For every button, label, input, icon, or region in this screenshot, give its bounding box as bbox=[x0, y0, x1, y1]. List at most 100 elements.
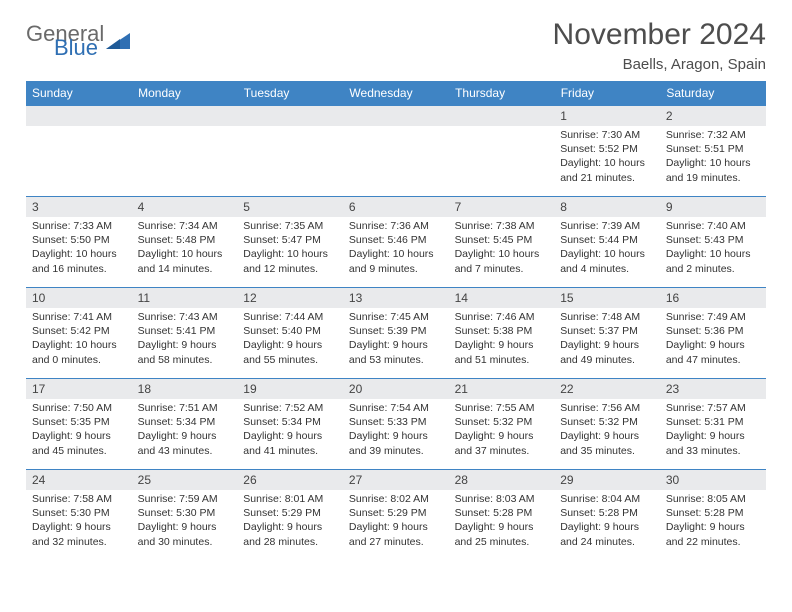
day-number-empty bbox=[132, 106, 238, 126]
day-details: Sunrise: 8:03 AMSunset: 5:28 PMDaylight:… bbox=[449, 490, 555, 551]
day-details: Sunrise: 7:50 AMSunset: 5:35 PMDaylight:… bbox=[26, 399, 132, 460]
calendar-week-row: 1Sunrise: 7:30 AMSunset: 5:52 PMDaylight… bbox=[26, 106, 766, 197]
day-details: Sunrise: 7:40 AMSunset: 5:43 PMDaylight:… bbox=[660, 217, 766, 278]
sunset-text: Sunset: 5:43 PM bbox=[666, 233, 760, 247]
calendar-day-cell: 6Sunrise: 7:36 AMSunset: 5:46 PMDaylight… bbox=[343, 197, 449, 288]
day-details: Sunrise: 7:57 AMSunset: 5:31 PMDaylight:… bbox=[660, 399, 766, 460]
sunset-text: Sunset: 5:31 PM bbox=[666, 415, 760, 429]
sunrise-text: Sunrise: 7:59 AM bbox=[138, 492, 232, 506]
weekday-header: Friday bbox=[554, 81, 660, 106]
sunrise-text: Sunrise: 8:02 AM bbox=[349, 492, 443, 506]
sunset-text: Sunset: 5:29 PM bbox=[349, 506, 443, 520]
sunset-text: Sunset: 5:35 PM bbox=[32, 415, 126, 429]
day-number: 10 bbox=[26, 288, 132, 308]
sunset-text: Sunset: 5:50 PM bbox=[32, 233, 126, 247]
daylight-text: Daylight: 10 hours and 9 minutes. bbox=[349, 247, 443, 275]
sunrise-text: Sunrise: 7:41 AM bbox=[32, 310, 126, 324]
day-number: 9 bbox=[660, 197, 766, 217]
calendar-day-cell: 3Sunrise: 7:33 AMSunset: 5:50 PMDaylight… bbox=[26, 197, 132, 288]
header: General Blue November 2024 Baells, Arago… bbox=[26, 18, 766, 73]
day-details: Sunrise: 8:01 AMSunset: 5:29 PMDaylight:… bbox=[237, 490, 343, 551]
day-number: 5 bbox=[237, 197, 343, 217]
day-number: 28 bbox=[449, 470, 555, 490]
day-number: 30 bbox=[660, 470, 766, 490]
calendar-day-cell bbox=[26, 106, 132, 197]
sunset-text: Sunset: 5:32 PM bbox=[560, 415, 654, 429]
day-details: Sunrise: 7:39 AMSunset: 5:44 PMDaylight:… bbox=[554, 217, 660, 278]
daylight-text: Daylight: 10 hours and 0 minutes. bbox=[32, 338, 126, 366]
day-number: 20 bbox=[343, 379, 449, 399]
calendar-day-cell: 4Sunrise: 7:34 AMSunset: 5:48 PMDaylight… bbox=[132, 197, 238, 288]
calendar-table: Sunday Monday Tuesday Wednesday Thursday… bbox=[26, 81, 766, 561]
daylight-text: Daylight: 9 hours and 24 minutes. bbox=[560, 520, 654, 548]
day-details: Sunrise: 7:35 AMSunset: 5:47 PMDaylight:… bbox=[237, 217, 343, 278]
sunset-text: Sunset: 5:34 PM bbox=[243, 415, 337, 429]
daylight-text: Daylight: 9 hours and 28 minutes. bbox=[243, 520, 337, 548]
day-details: Sunrise: 7:36 AMSunset: 5:46 PMDaylight:… bbox=[343, 217, 449, 278]
calendar-day-cell: 11Sunrise: 7:43 AMSunset: 5:41 PMDayligh… bbox=[132, 288, 238, 379]
day-number: 18 bbox=[132, 379, 238, 399]
sunset-text: Sunset: 5:45 PM bbox=[455, 233, 549, 247]
calendar-week-row: 10Sunrise: 7:41 AMSunset: 5:42 PMDayligh… bbox=[26, 288, 766, 379]
daylight-text: Daylight: 9 hours and 58 minutes. bbox=[138, 338, 232, 366]
daylight-text: Daylight: 9 hours and 39 minutes. bbox=[349, 429, 443, 457]
sunrise-text: Sunrise: 7:55 AM bbox=[455, 401, 549, 415]
sunrise-text: Sunrise: 7:50 AM bbox=[32, 401, 126, 415]
daylight-text: Daylight: 9 hours and 43 minutes. bbox=[138, 429, 232, 457]
sunrise-text: Sunrise: 8:01 AM bbox=[243, 492, 337, 506]
day-details: Sunrise: 7:38 AMSunset: 5:45 PMDaylight:… bbox=[449, 217, 555, 278]
sunset-text: Sunset: 5:46 PM bbox=[349, 233, 443, 247]
day-details: Sunrise: 7:41 AMSunset: 5:42 PMDaylight:… bbox=[26, 308, 132, 369]
day-details: Sunrise: 7:54 AMSunset: 5:33 PMDaylight:… bbox=[343, 399, 449, 460]
day-number: 8 bbox=[554, 197, 660, 217]
sunset-text: Sunset: 5:33 PM bbox=[349, 415, 443, 429]
sunrise-text: Sunrise: 7:44 AM bbox=[243, 310, 337, 324]
sunset-text: Sunset: 5:44 PM bbox=[560, 233, 654, 247]
calendar-day-cell: 21Sunrise: 7:55 AMSunset: 5:32 PMDayligh… bbox=[449, 379, 555, 470]
day-number: 16 bbox=[660, 288, 766, 308]
calendar-day-cell: 19Sunrise: 7:52 AMSunset: 5:34 PMDayligh… bbox=[237, 379, 343, 470]
sunset-text: Sunset: 5:38 PM bbox=[455, 324, 549, 338]
day-number: 2 bbox=[660, 106, 766, 126]
sunrise-text: Sunrise: 7:36 AM bbox=[349, 219, 443, 233]
brand-logo: General Blue bbox=[26, 18, 132, 58]
day-details: Sunrise: 7:45 AMSunset: 5:39 PMDaylight:… bbox=[343, 308, 449, 369]
calendar-day-cell: 29Sunrise: 8:04 AMSunset: 5:28 PMDayligh… bbox=[554, 470, 660, 561]
calendar-day-cell: 13Sunrise: 7:45 AMSunset: 5:39 PMDayligh… bbox=[343, 288, 449, 379]
daylight-text: Daylight: 9 hours and 27 minutes. bbox=[349, 520, 443, 548]
daylight-text: Daylight: 10 hours and 12 minutes. bbox=[243, 247, 337, 275]
day-number-empty bbox=[26, 106, 132, 126]
calendar-day-cell: 8Sunrise: 7:39 AMSunset: 5:44 PMDaylight… bbox=[554, 197, 660, 288]
sunrise-text: Sunrise: 7:54 AM bbox=[349, 401, 443, 415]
sunset-text: Sunset: 5:37 PM bbox=[560, 324, 654, 338]
calendar-day-cell bbox=[449, 106, 555, 197]
day-details: Sunrise: 7:33 AMSunset: 5:50 PMDaylight:… bbox=[26, 217, 132, 278]
daylight-text: Daylight: 9 hours and 55 minutes. bbox=[243, 338, 337, 366]
sunset-text: Sunset: 5:36 PM bbox=[666, 324, 760, 338]
weekday-header: Monday bbox=[132, 81, 238, 106]
day-details: Sunrise: 7:34 AMSunset: 5:48 PMDaylight:… bbox=[132, 217, 238, 278]
calendar-day-cell: 2Sunrise: 7:32 AMSunset: 5:51 PMDaylight… bbox=[660, 106, 766, 197]
brand-triangle-icon bbox=[106, 31, 132, 51]
sunset-text: Sunset: 5:32 PM bbox=[455, 415, 549, 429]
weekday-header: Saturday bbox=[660, 81, 766, 106]
daylight-text: Daylight: 10 hours and 19 minutes. bbox=[666, 156, 760, 184]
calendar-day-cell: 28Sunrise: 8:03 AMSunset: 5:28 PMDayligh… bbox=[449, 470, 555, 561]
daylight-text: Daylight: 9 hours and 33 minutes. bbox=[666, 429, 760, 457]
calendar-day-cell: 25Sunrise: 7:59 AMSunset: 5:30 PMDayligh… bbox=[132, 470, 238, 561]
daylight-text: Daylight: 10 hours and 2 minutes. bbox=[666, 247, 760, 275]
day-number: 4 bbox=[132, 197, 238, 217]
day-details: Sunrise: 7:58 AMSunset: 5:30 PMDaylight:… bbox=[26, 490, 132, 551]
day-number: 3 bbox=[26, 197, 132, 217]
calendar-day-cell: 27Sunrise: 8:02 AMSunset: 5:29 PMDayligh… bbox=[343, 470, 449, 561]
title-block: November 2024 Baells, Aragon, Spain bbox=[553, 18, 766, 73]
day-number: 15 bbox=[554, 288, 660, 308]
day-details: Sunrise: 7:56 AMSunset: 5:32 PMDaylight:… bbox=[554, 399, 660, 460]
weekday-header: Sunday bbox=[26, 81, 132, 106]
day-number: 19 bbox=[237, 379, 343, 399]
weekday-header: Tuesday bbox=[237, 81, 343, 106]
sunrise-text: Sunrise: 7:33 AM bbox=[32, 219, 126, 233]
sunrise-text: Sunrise: 7:48 AM bbox=[560, 310, 654, 324]
daylight-text: Daylight: 9 hours and 53 minutes. bbox=[349, 338, 443, 366]
daylight-text: Daylight: 10 hours and 7 minutes. bbox=[455, 247, 549, 275]
